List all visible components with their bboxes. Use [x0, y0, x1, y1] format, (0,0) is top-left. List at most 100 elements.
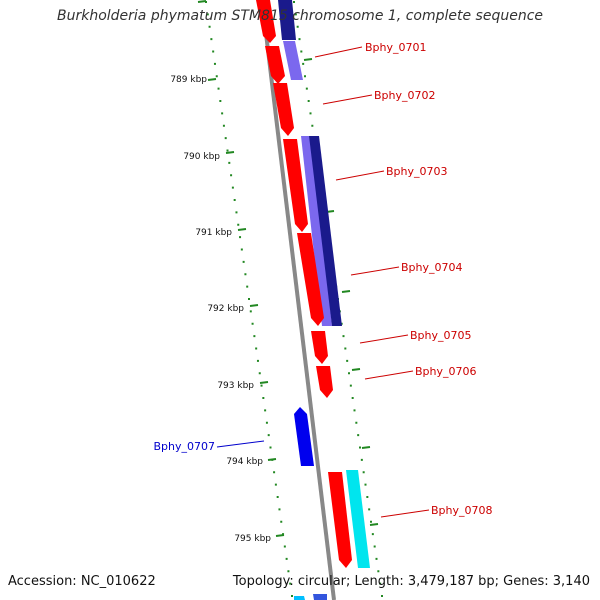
tick-dot — [273, 471, 276, 474]
chromosome-backbone — [260, 0, 336, 600]
gene-label[interactable]: Bphy_0704 — [401, 261, 463, 274]
label-connector — [314, 46, 363, 58]
kbp-tick — [275, 534, 285, 537]
tick-dot — [296, 25, 299, 28]
gene-label[interactable]: Bphy_0701 — [365, 41, 427, 54]
tick-dot — [349, 384, 352, 387]
kbp-label: 792 kbp — [207, 304, 244, 314]
tick-dot — [373, 545, 376, 548]
tick-dot — [255, 347, 258, 350]
label-connector — [322, 94, 373, 105]
tick-dot — [230, 174, 233, 177]
tick-dot — [357, 434, 360, 437]
tick-dot — [359, 446, 361, 449]
tick-dot — [309, 112, 312, 115]
tick-dot — [274, 483, 277, 486]
tick-dot — [249, 310, 252, 313]
tick-dot — [208, 25, 211, 28]
tick-dot — [305, 87, 308, 90]
tick-dot — [240, 248, 243, 251]
kbp-tick — [207, 78, 217, 81]
kbp-label: 795 kbp — [234, 534, 271, 544]
tick-dot — [219, 100, 222, 102]
gene-arrow[interactable] — [311, 331, 328, 364]
tick-dot — [264, 409, 267, 412]
tick-dot — [256, 359, 259, 362]
tick-dot — [304, 75, 306, 78]
map-title: Burkholderia phymatum STM815 chromosome … — [56, 8, 543, 24]
tick-dot — [379, 582, 382, 585]
gene-arrow[interactable] — [273, 83, 294, 136]
tick-dot — [375, 557, 378, 560]
kbp-tick — [369, 523, 379, 526]
kbp-label: 790 kbp — [183, 152, 220, 162]
gene-label[interactable]: Bphy_0707 — [153, 440, 215, 453]
tick-dot — [291, 595, 293, 597]
gene-arrow[interactable] — [316, 366, 333, 398]
tick-dot — [215, 75, 218, 78]
tick-dot — [233, 199, 236, 201]
tick-dot — [289, 582, 292, 585]
kbp-tick — [341, 290, 351, 293]
kbp-tick — [259, 381, 269, 384]
tick-dot — [267, 434, 270, 437]
tick-dot — [311, 124, 314, 127]
gene-label[interactable]: Bphy_0703 — [386, 165, 448, 178]
label-connector — [350, 266, 400, 276]
tick-dot — [355, 421, 358, 424]
tick-dot — [253, 335, 256, 338]
gene-label[interactable]: Bphy_0705 — [410, 329, 472, 342]
accession-text: Accession: NC_010622 — [8, 574, 156, 589]
tick-dot — [280, 520, 283, 523]
tick-dot — [300, 50, 303, 53]
kbp-label: 791 kbp — [195, 228, 232, 238]
gene-label[interactable]: Bphy_0706 — [415, 365, 477, 378]
gene-arrow[interactable] — [283, 139, 308, 232]
tick-dot — [278, 508, 281, 511]
gene-label[interactable]: Bphy_0708 — [431, 504, 493, 517]
tick-dot — [371, 533, 374, 536]
tick-dot — [346, 359, 349, 362]
blast-hit-bar — [309, 136, 342, 326]
kbp-tick — [361, 446, 371, 449]
topology-summary: Topology: circular; Length: 3,479,187 bp… — [232, 574, 590, 589]
tick-dot — [235, 211, 238, 214]
tick-dot — [285, 557, 288, 560]
kbp-label: 793 kbp — [217, 381, 254, 391]
tick-dot — [244, 273, 247, 276]
kbp-tick — [237, 228, 247, 231]
blast-hit-bar — [283, 41, 303, 80]
tick-dot — [217, 87, 220, 90]
gene-arrow-reverse[interactable] — [294, 407, 314, 466]
tick-dot — [246, 285, 249, 288]
tick-dot — [360, 458, 363, 461]
kbp-label: 789 kbp — [170, 75, 207, 85]
tick-dot — [251, 322, 254, 325]
tick-dot — [262, 397, 265, 399]
tick-dot — [351, 397, 354, 399]
kbp-tick — [351, 368, 361, 371]
kbp-tick — [225, 151, 235, 154]
tick-dot — [353, 409, 356, 412]
gene-arrow[interactable] — [297, 233, 324, 326]
tick-dot — [228, 161, 231, 164]
gene-label[interactable]: Bphy_0702 — [374, 89, 436, 102]
gene-arrow[interactable] — [328, 472, 352, 568]
blast-hit-bar — [294, 596, 305, 600]
tick-dot — [224, 137, 227, 140]
tick-dot — [364, 483, 367, 486]
tick-dot — [258, 372, 261, 375]
tick-dot — [206, 13, 209, 16]
tick-dot — [248, 298, 250, 300]
gene-arrow[interactable] — [265, 46, 285, 84]
tick-dot — [283, 545, 286, 548]
tick-dot — [348, 372, 350, 375]
tick-dot — [307, 100, 310, 102]
blast-hit-bar — [278, 0, 296, 40]
tick-dot — [222, 124, 225, 127]
tick-dot — [260, 384, 263, 387]
kbp-tick — [249, 304, 259, 307]
tick-dot — [294, 13, 297, 16]
gene-arrow[interactable] — [256, 0, 276, 43]
